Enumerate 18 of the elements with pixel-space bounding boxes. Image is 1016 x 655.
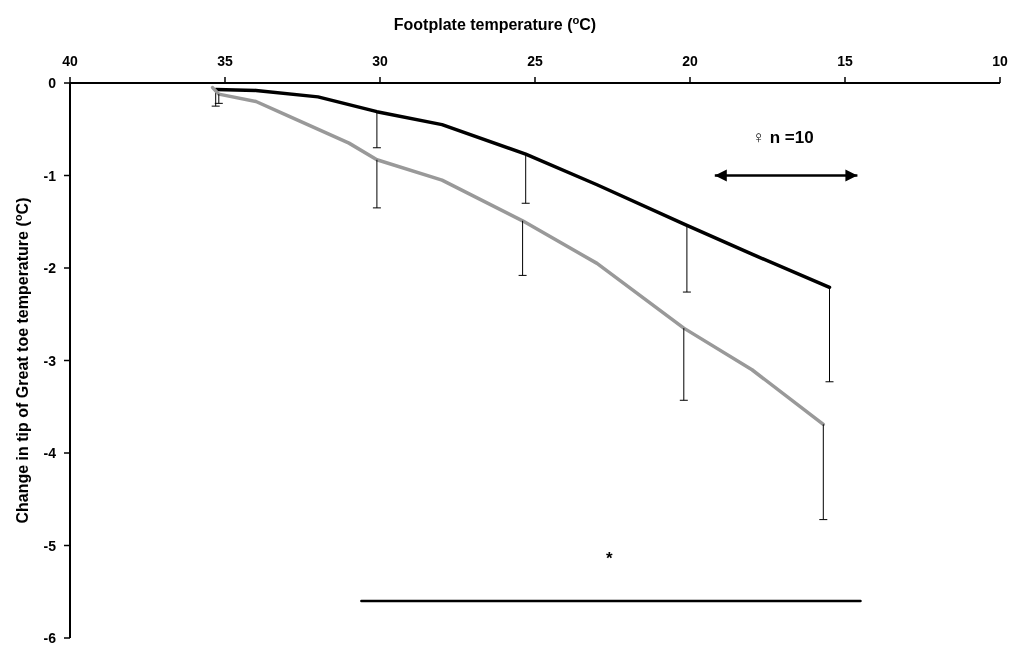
y-tick-label: -6 [43,630,57,646]
annotation: * [606,549,614,568]
x-tick-label: 40 [62,53,78,69]
annotation: ♀ n =10 [752,128,814,148]
x-axis-title: Footplate temperature ($^{o}$C) [393,14,597,33]
y-tick-label: -4 [43,445,57,461]
y-tick-label: -3 [43,352,57,369]
y-tick-label: -2 [43,260,57,276]
x-tick-label: 35 [217,53,233,69]
line-series [210,85,826,427]
y-tick-label: -5 [43,537,57,554]
x-tick-label: 20 [682,53,698,69]
x-tick-label: 25 [527,53,543,69]
y-tick-label: 0 [48,75,57,91]
x-tick-label: 30 [372,53,388,69]
x-tick-label: 10 [992,53,1008,69]
x-tick-label: 15 [837,53,853,69]
y-tick-label: -1 [43,167,57,184]
